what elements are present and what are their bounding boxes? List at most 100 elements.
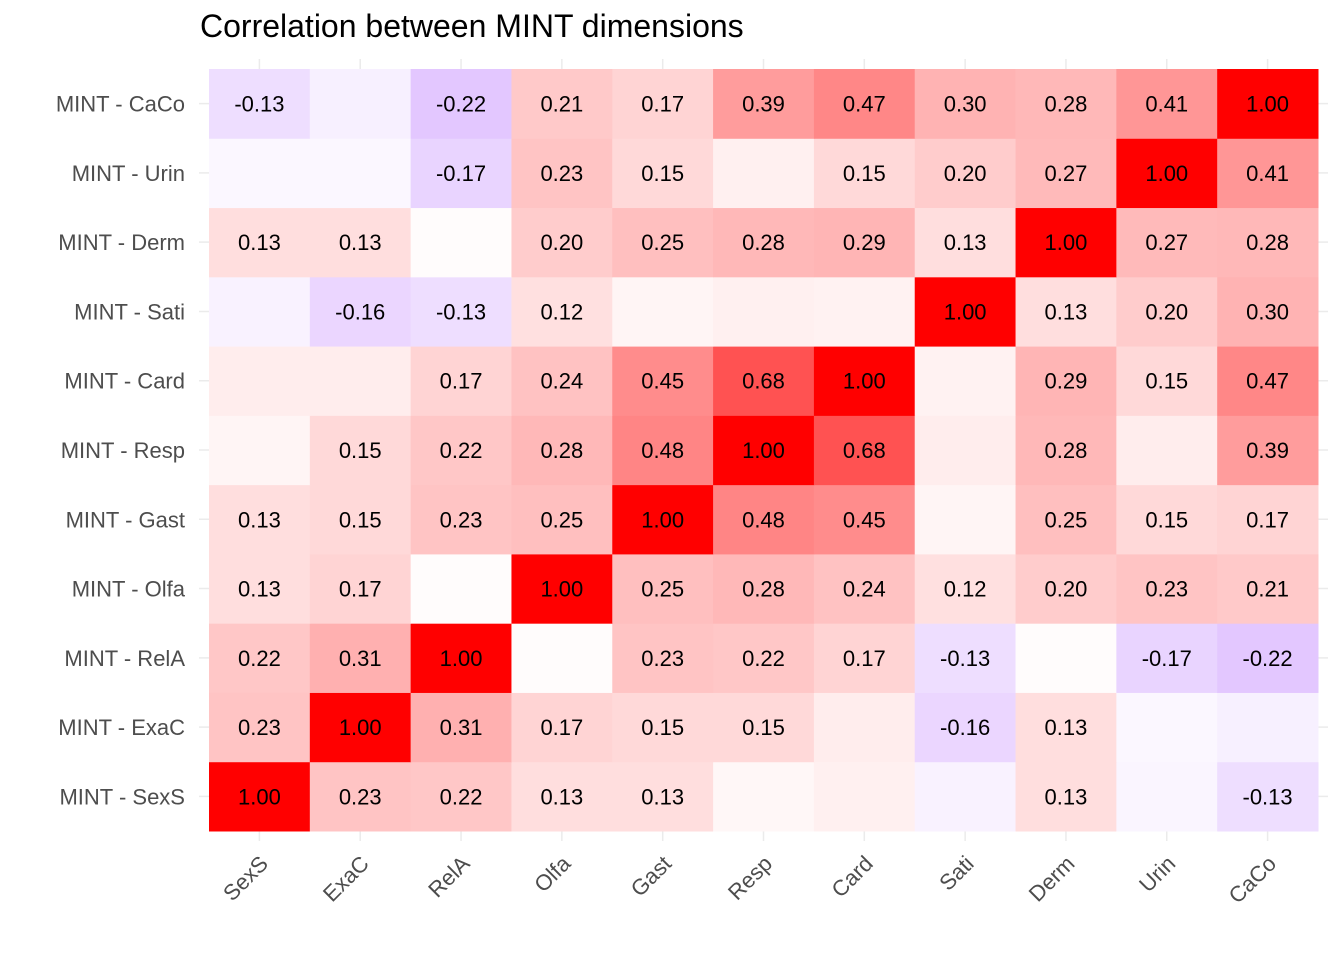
cell-value-label: 0.45 bbox=[843, 507, 886, 532]
cell-value-label: 0.13 bbox=[1045, 715, 1088, 740]
cell-value-label: 0.48 bbox=[641, 438, 684, 463]
heatmap-cell bbox=[309, 623, 412, 693]
y-tick-label: MINT - Derm bbox=[58, 230, 185, 255]
heatmap-cell bbox=[1116, 346, 1218, 416]
cell-value-label: 0.27 bbox=[1045, 161, 1088, 186]
heatmap-cell bbox=[309, 553, 412, 624]
heatmap-cell bbox=[713, 553, 815, 624]
heatmap-cell bbox=[914, 692, 1017, 763]
cell-value-label: 0.22 bbox=[440, 784, 483, 809]
cell-value-label: 1.00 bbox=[238, 784, 281, 809]
cell-value-label: 0.41 bbox=[1145, 92, 1188, 117]
cell-value-label: -0.16 bbox=[940, 715, 990, 740]
cell-value-label: 0.17 bbox=[1246, 507, 1289, 532]
cell-value-label: 0.68 bbox=[843, 438, 886, 463]
heatmap-cell bbox=[410, 138, 512, 209]
x-tick-label: Olfa bbox=[529, 850, 576, 897]
cell-value-label: 0.23 bbox=[238, 715, 281, 740]
heatmap-cell bbox=[511, 138, 613, 209]
heatmap-cell bbox=[511, 692, 613, 763]
y-tick-label: MINT - RelA bbox=[64, 646, 185, 671]
heatmap-cell bbox=[813, 623, 916, 693]
heatmap-cell bbox=[1116, 415, 1218, 486]
heatmap-cell bbox=[813, 207, 916, 278]
cell-value-label: 0.15 bbox=[339, 438, 382, 463]
heatmap-cell bbox=[511, 69, 613, 139]
heatmap-cell bbox=[914, 623, 1017, 693]
heatmap-cell bbox=[1015, 415, 1117, 486]
heatmap-cell bbox=[713, 276, 815, 347]
cell-value-label: 0.17 bbox=[540, 715, 583, 740]
heatmap-cell bbox=[612, 761, 714, 832]
heatmap-cell bbox=[309, 761, 412, 832]
heatmap-cell bbox=[511, 276, 613, 347]
heatmap-cell bbox=[612, 553, 714, 624]
cell-value-label: 0.28 bbox=[540, 438, 583, 463]
cell-value-label: 0.17 bbox=[641, 92, 684, 117]
cell-value-label: 0.28 bbox=[1045, 92, 1088, 117]
x-tick-label: ExaC bbox=[318, 851, 374, 907]
y-tick-label: MINT - Card bbox=[64, 369, 185, 394]
heatmap-cell bbox=[713, 346, 815, 416]
cell-value-label: -0.22 bbox=[436, 92, 486, 117]
heatmap-cell bbox=[612, 276, 714, 347]
x-tick-label: Gast bbox=[626, 851, 677, 902]
cell-value-label: 0.28 bbox=[742, 230, 785, 255]
cell-value-label: 0.12 bbox=[944, 577, 987, 602]
heatmap-cell bbox=[612, 69, 714, 139]
heatmap-cell bbox=[612, 138, 714, 209]
cell-value-label: -0.13 bbox=[1243, 784, 1293, 809]
heatmap-cell bbox=[813, 415, 916, 486]
x-tick-label: Card bbox=[826, 851, 877, 902]
heatmap-cell bbox=[1116, 761, 1218, 832]
cell-value-label: -0.17 bbox=[1142, 646, 1192, 671]
y-tick-label: MINT - ExaC bbox=[58, 715, 185, 740]
cell-value-label: 0.20 bbox=[1045, 577, 1088, 602]
heatmap-cell bbox=[813, 69, 916, 139]
heatmap-cell bbox=[511, 484, 613, 555]
heatmap-cell bbox=[1217, 623, 1319, 693]
cell-value-label: 0.47 bbox=[843, 92, 886, 117]
heatmap-cell bbox=[914, 346, 1017, 416]
heatmap-cell bbox=[410, 207, 512, 278]
heatmap-cell bbox=[1217, 346, 1319, 416]
cell-value-label: 0.15 bbox=[1145, 507, 1188, 532]
heatmap-cell bbox=[612, 623, 714, 693]
x-tick-label: SexS bbox=[218, 851, 273, 906]
heatmap-cell bbox=[914, 484, 1017, 555]
heatmap-cell bbox=[511, 553, 613, 624]
heatmap-cell bbox=[410, 346, 512, 416]
heatmap-cell bbox=[914, 415, 1017, 486]
x-tick-label: Derm bbox=[1024, 851, 1080, 907]
heatmap-cell bbox=[410, 484, 512, 555]
heatmap-cell bbox=[1015, 276, 1117, 347]
cell-value-label: 0.21 bbox=[540, 92, 583, 117]
cell-value-label: 0.68 bbox=[742, 369, 785, 394]
cell-value-label: -0.16 bbox=[335, 299, 385, 324]
heatmap-cell bbox=[914, 761, 1017, 832]
heatmap-cell bbox=[410, 69, 512, 139]
heatmap-cell bbox=[511, 415, 613, 486]
heatmap-cell bbox=[1217, 69, 1319, 139]
heatmap-cell bbox=[914, 276, 1017, 347]
heatmap-cell bbox=[914, 138, 1017, 209]
cell-value-label: 0.15 bbox=[641, 161, 684, 186]
heatmap-cell bbox=[914, 69, 1017, 139]
cell-value-label: 0.39 bbox=[1246, 438, 1289, 463]
cell-value-label: -0.17 bbox=[436, 161, 486, 186]
heatmap-cell bbox=[511, 623, 613, 693]
heatmap-cell bbox=[410, 276, 512, 347]
cell-value-label: 0.17 bbox=[843, 646, 886, 671]
cell-value-label: 0.22 bbox=[742, 646, 785, 671]
heatmap-cell bbox=[309, 207, 412, 278]
heatmap-cell bbox=[1015, 138, 1117, 209]
heatmap-cell bbox=[1015, 207, 1117, 278]
cell-value-label: 0.13 bbox=[944, 230, 987, 255]
cell-value-label: 0.13 bbox=[238, 507, 281, 532]
heatmap-cell bbox=[1217, 415, 1319, 486]
heatmap-cell bbox=[309, 415, 412, 486]
cell-value-label: -0.13 bbox=[436, 299, 486, 324]
heatmap-cell bbox=[713, 761, 815, 832]
cell-value-labels: 1.00 0.23 0.22 0.13 0.13 0.13 -0.13 0.23 1.00 0.3… bbox=[234, 92, 1292, 810]
